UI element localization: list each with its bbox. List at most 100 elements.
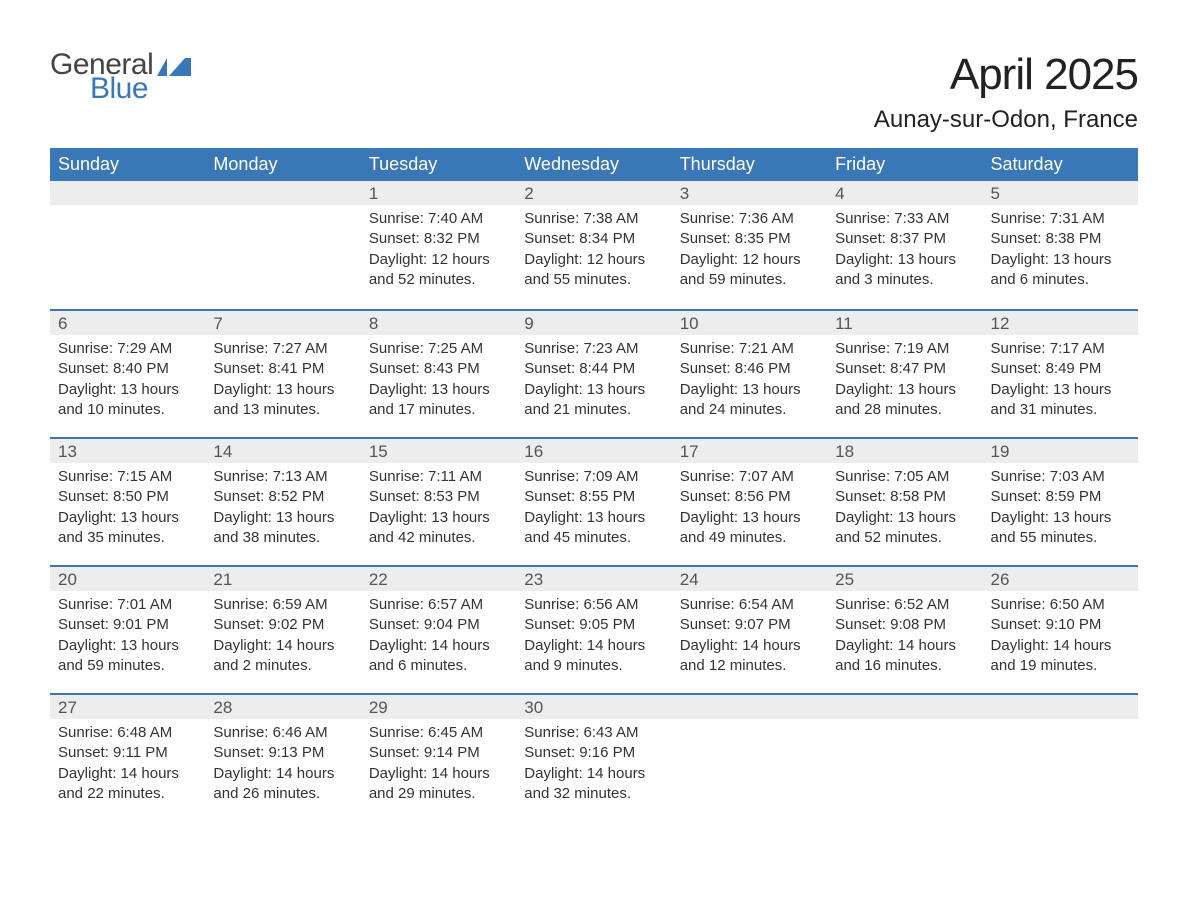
day-cell: 27Sunrise: 6:48 AMSunset: 9:11 PMDayligh…: [50, 695, 205, 821]
day-cell: 16Sunrise: 7:09 AMSunset: 8:55 PMDayligh…: [516, 439, 671, 565]
day-content: Sunrise: 7:03 AMSunset: 8:59 PMDaylight:…: [983, 463, 1138, 558]
day-number: 4: [827, 181, 982, 205]
day-content: Sunrise: 7:23 AMSunset: 8:44 PMDaylight:…: [516, 335, 671, 430]
day-content: Sunrise: 7:29 AMSunset: 8:40 PMDaylight:…: [50, 335, 205, 430]
sunrise-text: Sunrise: 7:27 AM: [213, 339, 352, 359]
day-number: [205, 181, 360, 205]
day-cell: [205, 181, 360, 309]
sunset-text: Sunset: 8:56 PM: [680, 487, 819, 507]
day-cell: 8Sunrise: 7:25 AMSunset: 8:43 PMDaylight…: [361, 311, 516, 437]
day-number: 16: [516, 439, 671, 463]
weeks-container: 1Sunrise: 7:40 AMSunset: 8:32 PMDaylight…: [50, 181, 1138, 821]
sunset-text: Sunset: 9:14 PM: [369, 743, 508, 763]
sunset-text: Sunset: 8:43 PM: [369, 359, 508, 379]
daylight-text: Daylight: 13 hours and 35 minutes.: [58, 508, 197, 549]
sunrise-text: Sunrise: 7:19 AM: [835, 339, 974, 359]
day-content: Sunrise: 7:11 AMSunset: 8:53 PMDaylight:…: [361, 463, 516, 558]
sunrise-text: Sunrise: 7:03 AM: [991, 467, 1130, 487]
day-content: Sunrise: 7:01 AMSunset: 9:01 PMDaylight:…: [50, 591, 205, 686]
day-cell: [50, 181, 205, 309]
day-number: 24: [672, 567, 827, 591]
day-content: Sunrise: 7:31 AMSunset: 8:38 PMDaylight:…: [983, 205, 1138, 300]
day-content: Sunrise: 7:09 AMSunset: 8:55 PMDaylight:…: [516, 463, 671, 558]
day-number: 26: [983, 567, 1138, 591]
day-number: 21: [205, 567, 360, 591]
daylight-text: Daylight: 13 hours and 17 minutes.: [369, 380, 508, 421]
weekday-header: Sunday: [50, 148, 205, 181]
sunset-text: Sunset: 9:07 PM: [680, 615, 819, 635]
day-content: Sunrise: 7:40 AMSunset: 8:32 PMDaylight:…: [361, 205, 516, 300]
day-cell: 20Sunrise: 7:01 AMSunset: 9:01 PMDayligh…: [50, 567, 205, 693]
sunrise-text: Sunrise: 7:36 AM: [680, 209, 819, 229]
day-content: Sunrise: 7:27 AMSunset: 8:41 PMDaylight:…: [205, 335, 360, 430]
day-cell: [672, 695, 827, 821]
daylight-text: Daylight: 13 hours and 49 minutes.: [680, 508, 819, 549]
sunrise-text: Sunrise: 7:17 AM: [991, 339, 1130, 359]
day-cell: 25Sunrise: 6:52 AMSunset: 9:08 PMDayligh…: [827, 567, 982, 693]
day-cell: 6Sunrise: 7:29 AMSunset: 8:40 PMDaylight…: [50, 311, 205, 437]
day-cell: 7Sunrise: 7:27 AMSunset: 8:41 PMDaylight…: [205, 311, 360, 437]
sunrise-text: Sunrise: 6:43 AM: [524, 723, 663, 743]
sunrise-text: Sunrise: 7:13 AM: [213, 467, 352, 487]
daylight-text: Daylight: 14 hours and 2 minutes.: [213, 636, 352, 677]
day-number: [672, 695, 827, 719]
sunset-text: Sunset: 8:44 PM: [524, 359, 663, 379]
day-number: 23: [516, 567, 671, 591]
day-cell: [983, 695, 1138, 821]
sunrise-text: Sunrise: 7:09 AM: [524, 467, 663, 487]
daylight-text: Daylight: 14 hours and 9 minutes.: [524, 636, 663, 677]
title-block: April 2025 Aunay-sur-Odon, France: [874, 50, 1138, 144]
day-cell: 23Sunrise: 6:56 AMSunset: 9:05 PMDayligh…: [516, 567, 671, 693]
sunset-text: Sunset: 8:34 PM: [524, 229, 663, 249]
day-content: Sunrise: 6:43 AMSunset: 9:16 PMDaylight:…: [516, 719, 671, 814]
sunset-text: Sunset: 9:11 PM: [58, 743, 197, 763]
day-cell: 3Sunrise: 7:36 AMSunset: 8:35 PMDaylight…: [672, 181, 827, 309]
sunset-text: Sunset: 8:50 PM: [58, 487, 197, 507]
sunrise-text: Sunrise: 7:15 AM: [58, 467, 197, 487]
day-content: Sunrise: 6:57 AMSunset: 9:04 PMDaylight:…: [361, 591, 516, 686]
day-cell: 17Sunrise: 7:07 AMSunset: 8:56 PMDayligh…: [672, 439, 827, 565]
sunrise-text: Sunrise: 6:57 AM: [369, 595, 508, 615]
day-content: Sunrise: 7:13 AMSunset: 8:52 PMDaylight:…: [205, 463, 360, 558]
daylight-text: Daylight: 14 hours and 6 minutes.: [369, 636, 508, 677]
daylight-text: Daylight: 13 hours and 10 minutes.: [58, 380, 197, 421]
day-number: 5: [983, 181, 1138, 205]
sunrise-text: Sunrise: 7:21 AM: [680, 339, 819, 359]
daylight-text: Daylight: 13 hours and 13 minutes.: [213, 380, 352, 421]
month-title: April 2025: [874, 50, 1138, 100]
sunrise-text: Sunrise: 7:05 AM: [835, 467, 974, 487]
sunset-text: Sunset: 8:55 PM: [524, 487, 663, 507]
day-number: [827, 695, 982, 719]
day-number: 8: [361, 311, 516, 335]
day-cell: 19Sunrise: 7:03 AMSunset: 8:59 PMDayligh…: [983, 439, 1138, 565]
day-content: Sunrise: 6:48 AMSunset: 9:11 PMDaylight:…: [50, 719, 205, 814]
day-cell: 2Sunrise: 7:38 AMSunset: 8:34 PMDaylight…: [516, 181, 671, 309]
week-row: 27Sunrise: 6:48 AMSunset: 9:11 PMDayligh…: [50, 693, 1138, 821]
sunrise-text: Sunrise: 7:33 AM: [835, 209, 974, 229]
sunrise-text: Sunrise: 6:59 AM: [213, 595, 352, 615]
day-cell: 1Sunrise: 7:40 AMSunset: 8:32 PMDaylight…: [361, 181, 516, 309]
sunrise-text: Sunrise: 6:50 AM: [991, 595, 1130, 615]
day-content: Sunrise: 7:19 AMSunset: 8:47 PMDaylight:…: [827, 335, 982, 430]
day-number: 2: [516, 181, 671, 205]
logo-word-2: Blue: [90, 74, 191, 104]
sunrise-text: Sunrise: 6:45 AM: [369, 723, 508, 743]
day-cell: 24Sunrise: 6:54 AMSunset: 9:07 PMDayligh…: [672, 567, 827, 693]
week-row: 6Sunrise: 7:29 AMSunset: 8:40 PMDaylight…: [50, 309, 1138, 437]
day-content: Sunrise: 6:59 AMSunset: 9:02 PMDaylight:…: [205, 591, 360, 686]
day-content: Sunrise: 6:45 AMSunset: 9:14 PMDaylight:…: [361, 719, 516, 814]
day-cell: 12Sunrise: 7:17 AMSunset: 8:49 PMDayligh…: [983, 311, 1138, 437]
daylight-text: Daylight: 13 hours and 38 minutes.: [213, 508, 352, 549]
sunset-text: Sunset: 8:32 PM: [369, 229, 508, 249]
day-content: Sunrise: 7:36 AMSunset: 8:35 PMDaylight:…: [672, 205, 827, 300]
day-content: Sunrise: 6:46 AMSunset: 9:13 PMDaylight:…: [205, 719, 360, 814]
day-content: Sunrise: 7:05 AMSunset: 8:58 PMDaylight:…: [827, 463, 982, 558]
week-row: 1Sunrise: 7:40 AMSunset: 8:32 PMDaylight…: [50, 181, 1138, 309]
weekday-header: Saturday: [983, 148, 1138, 181]
week-row: 20Sunrise: 7:01 AMSunset: 9:01 PMDayligh…: [50, 565, 1138, 693]
day-content: Sunrise: 7:25 AMSunset: 8:43 PMDaylight:…: [361, 335, 516, 430]
weekday-header: Monday: [205, 148, 360, 181]
calendar: SundayMondayTuesdayWednesdayThursdayFrid…: [50, 148, 1138, 821]
day-number: 25: [827, 567, 982, 591]
day-number: 19: [983, 439, 1138, 463]
